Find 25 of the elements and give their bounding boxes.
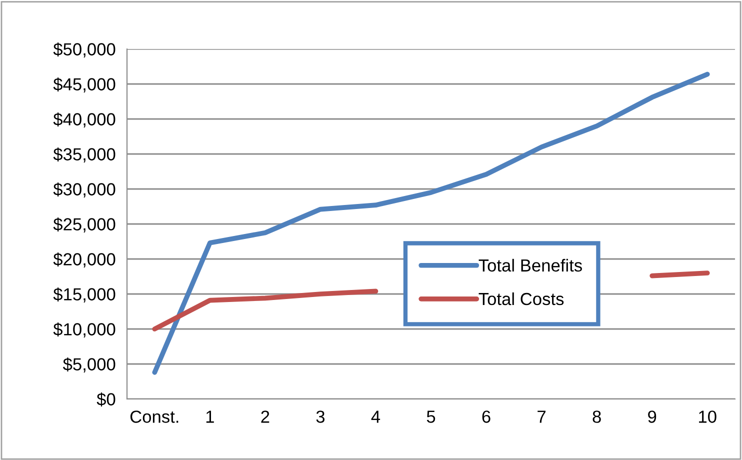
y-tick-label: $45,000 <box>53 77 116 93</box>
x-tick-label: 3 <box>316 410 325 423</box>
y-tick-label: $25,000 <box>53 217 116 233</box>
y-tick-label: $15,000 <box>53 287 116 303</box>
legend-label: Total Benefits <box>478 258 582 272</box>
x-tick-label: 7 <box>538 410 546 423</box>
x-tick-label: 4 <box>371 410 380 423</box>
y-tick-label: $10,000 <box>53 322 116 338</box>
y-tick-label: $35,000 <box>53 147 116 163</box>
y-tick-label: $5,000 <box>62 357 116 373</box>
x-tick-label: 1 <box>206 410 214 423</box>
line-series <box>152 72 710 375</box>
y-tick-label: $50,000 <box>53 42 116 58</box>
x-tick-label: 10 <box>699 410 716 423</box>
x-tick-label: 6 <box>482 410 490 423</box>
x-tick-label: Const. <box>130 410 178 423</box>
y-tick-label: $0 <box>96 392 116 406</box>
y-tick-label: $40,000 <box>53 112 116 128</box>
x-tick-label: 9 <box>648 410 656 423</box>
x-tick-label: 2 <box>261 410 270 423</box>
legend-label: Total Costs <box>478 292 564 306</box>
y-tick-label: $20,000 <box>53 252 116 268</box>
x-tick-label: 5 <box>426 410 436 423</box>
y-tick-label: $30,000 <box>53 182 116 198</box>
x-tick-label: 8 <box>592 410 601 423</box>
